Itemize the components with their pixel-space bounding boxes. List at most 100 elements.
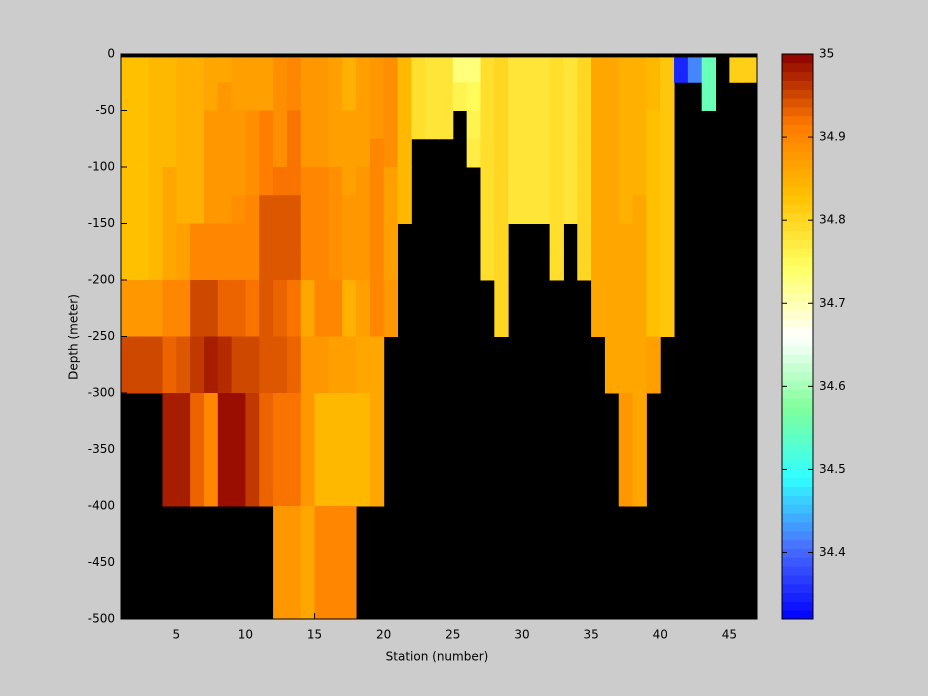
- x-tick-label: 10: [238, 628, 253, 642]
- heatmap-cell: [162, 82, 177, 111]
- heatmap-cell: [591, 57, 606, 83]
- heatmap-cell: [190, 251, 205, 281]
- heatmap-cell: [134, 280, 150, 337]
- heatmap-cell: [632, 195, 647, 224]
- heatmap-cell: [480, 195, 495, 224]
- y-tick-label: -350: [88, 442, 115, 456]
- heatmap-cell: [521, 167, 537, 196]
- heatmap-cell: [203, 57, 219, 83]
- heatmap-cell: [397, 82, 412, 111]
- heatmap-cell: [660, 167, 675, 196]
- heatmap-cell: [203, 280, 219, 337]
- heatmap-cell: [356, 393, 371, 507]
- heatmap-cell: [273, 280, 288, 337]
- heatmap-cell: [480, 167, 495, 196]
- heatmap-cell: [356, 336, 371, 394]
- heatmap-cell: [535, 138, 551, 168]
- heatmap-cell: [604, 251, 620, 281]
- heatmap-cell: [369, 393, 385, 507]
- heatmap-cell: [328, 223, 343, 253]
- heatmap-cell: [549, 223, 564, 253]
- heatmap-cell: [660, 138, 675, 168]
- heatmap-cell: [259, 138, 274, 168]
- heatmap-cell: [369, 251, 385, 281]
- colorbar-swatch: [782, 292, 813, 302]
- x-tick-label: 35: [583, 628, 598, 642]
- heatmap-cell: [286, 138, 302, 168]
- heatmap-cell: [148, 57, 163, 83]
- heatmap-cell: [646, 82, 661, 111]
- heatmap-cell: [618, 138, 634, 168]
- heatmap-cell: [494, 251, 509, 281]
- heatmap-cell: [701, 57, 717, 83]
- heatmap-cell: [508, 138, 523, 168]
- heatmap-cell: [549, 167, 564, 196]
- heatmap-cell: [466, 57, 481, 83]
- colorbar-swatch: [782, 371, 813, 382]
- colorbar-swatch: [782, 89, 813, 99]
- heatmap-cell: [508, 110, 523, 140]
- heatmap-cell: [273, 251, 288, 281]
- heatmap-cell: [397, 167, 412, 196]
- x-tick-label: 20: [376, 628, 391, 642]
- colorbar-tick-label: 34.7: [819, 296, 846, 310]
- heatmap-cell: [190, 393, 205, 507]
- colorbar-swatch: [782, 248, 813, 258]
- heatmap-cell: [286, 280, 302, 337]
- heatmap-cell: [286, 393, 302, 507]
- colorbar-swatch: [782, 54, 813, 64]
- heatmap-cell: [342, 393, 357, 507]
- colorbar-swatch: [782, 177, 813, 187]
- heatmap-cell: [148, 82, 163, 111]
- y-tick-label: -100: [88, 160, 115, 174]
- heatmap-cell: [148, 223, 163, 253]
- heatmap-cell: [342, 506, 357, 620]
- heatmap-cell: [328, 167, 343, 196]
- heatmap-cell: [646, 336, 661, 394]
- heatmap-cell: [328, 138, 343, 168]
- heatmap-cell: [162, 110, 177, 140]
- heatmap-cell: [494, 138, 509, 168]
- heatmap-cell: [231, 57, 246, 83]
- heatmap-cell: [591, 138, 606, 168]
- heatmap-cell: [328, 195, 343, 224]
- colorbar-swatch: [782, 230, 813, 240]
- heatmap-cell: [369, 336, 385, 394]
- heatmap-cell: [466, 138, 481, 168]
- y-tick-label: -450: [88, 555, 115, 569]
- heatmap-cell: [660, 82, 675, 111]
- heatmap-cell: [577, 223, 592, 253]
- colorbar-swatch: [782, 124, 813, 134]
- heatmap-cell: [439, 82, 454, 111]
- heatmap-cell: [314, 82, 329, 111]
- heatmap-cell: [203, 195, 219, 224]
- colorbar-swatch: [782, 354, 813, 364]
- colorbar-swatch: [782, 521, 813, 532]
- heatmap-cell: [176, 195, 191, 224]
- heatmap-cell: [190, 82, 205, 111]
- heatmap-cell: [134, 57, 150, 83]
- heatmap-cell: [273, 223, 288, 253]
- heatmap-cell: [411, 82, 426, 111]
- heatmap-cell: [259, 195, 274, 224]
- heatmap-cell: [190, 223, 205, 253]
- colorbar-swatch: [782, 398, 813, 408]
- heatmap-cell: [577, 57, 592, 83]
- heatmap-cell: [342, 82, 357, 111]
- heatmap-cell: [646, 167, 661, 196]
- colorbar-frame: [781, 53, 814, 620]
- heatmap-cell: [328, 280, 343, 337]
- heatmap-cell: [383, 167, 399, 196]
- colorbar-swatch: [782, 80, 813, 90]
- heatmap-cell: [577, 82, 592, 111]
- heatmap-cell: [356, 280, 371, 337]
- heatmap-cell: [577, 110, 592, 140]
- colorbar-tick-label: 34.4: [819, 545, 846, 559]
- colorbar-tick-label: 34.9: [819, 130, 846, 144]
- heatmap-cell: [342, 57, 357, 83]
- heatmap-cell: [121, 82, 136, 111]
- x-tick-label: 40: [653, 628, 668, 642]
- heatmap-cell: [452, 82, 468, 111]
- heatmap-cell: [286, 82, 302, 111]
- heatmap-cell: [646, 223, 661, 253]
